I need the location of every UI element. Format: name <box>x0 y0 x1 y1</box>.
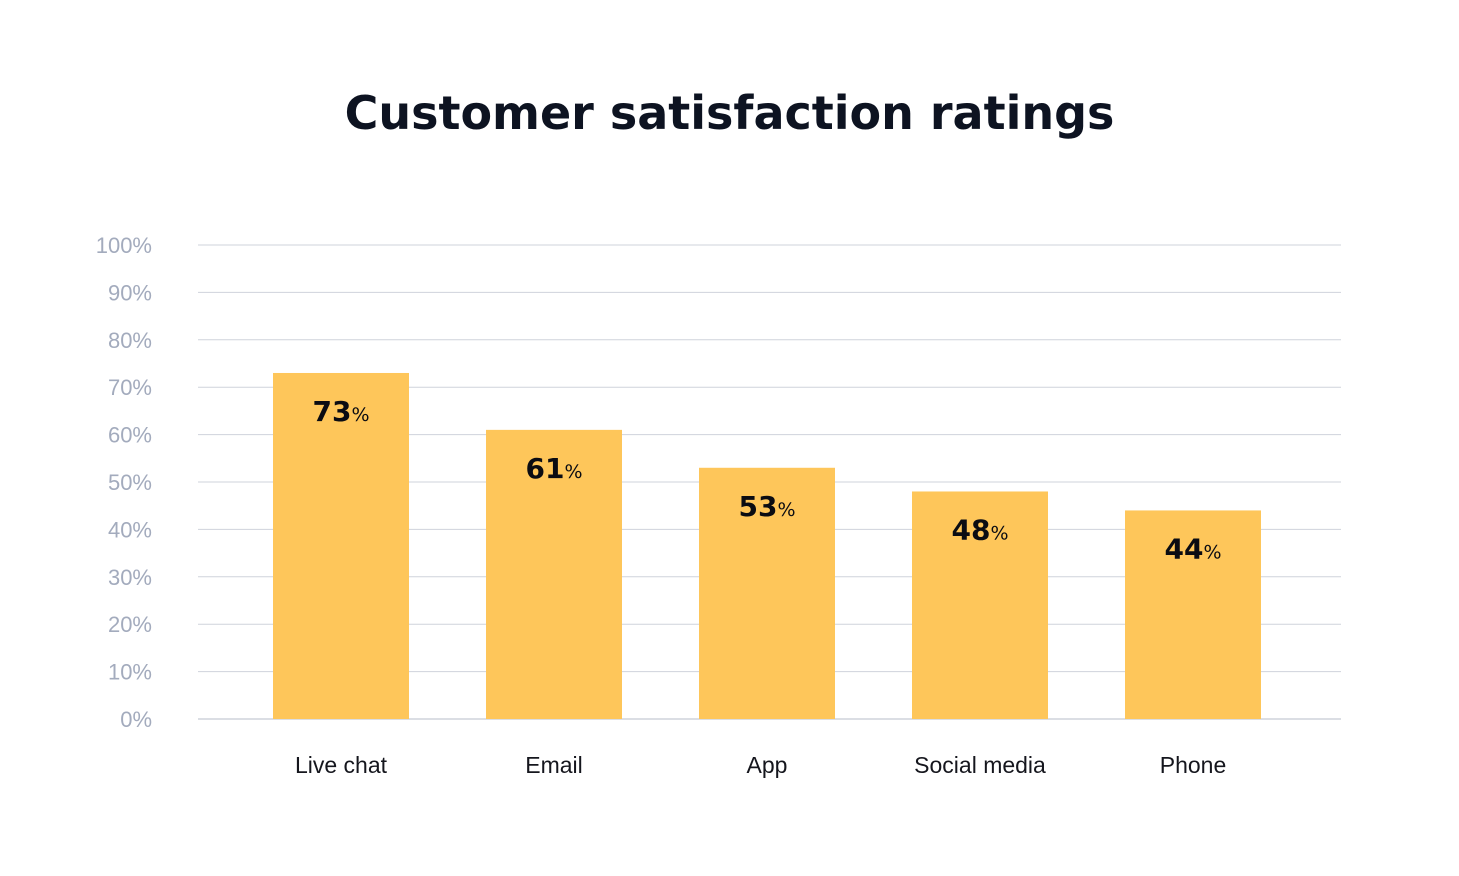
y-tick-label: 70% <box>108 375 152 400</box>
y-tick-label: 30% <box>108 565 152 590</box>
data-labels: 73% 61% 53% 48% 44% <box>312 395 1221 565</box>
y-tick-label: 90% <box>108 280 152 305</box>
y-tick-label: 60% <box>108 423 152 448</box>
y-tick-label: 10% <box>108 660 152 685</box>
bar-email <box>486 429 622 719</box>
x-category-label: Phone <box>1160 752 1227 778</box>
y-tick-label: 40% <box>108 517 152 542</box>
data-label: 48% <box>951 513 1008 546</box>
chart-title: Customer satisfaction ratings <box>344 86 1115 140</box>
x-category-label: App <box>747 752 788 778</box>
x-category-label: Email <box>525 752 583 778</box>
x-category-label: Social media <box>914 752 1046 778</box>
bars <box>273 372 1261 719</box>
y-tick-label: 20% <box>108 612 152 637</box>
bar-live-chat <box>273 372 409 719</box>
bar-social-media <box>912 491 1048 719</box>
data-label: 61% <box>525 452 582 485</box>
data-label: 73% <box>312 395 369 428</box>
y-tick-label: 80% <box>108 328 152 353</box>
y-axis-ticks: 0% 10% 20% 30% 40% 50% 60% 70% 80% 90% 100% <box>96 233 152 732</box>
y-tick-label: 0% <box>120 707 152 732</box>
y-tick-label: 50% <box>108 470 152 495</box>
x-category-label: Live chat <box>295 752 388 778</box>
bar-app <box>699 467 835 719</box>
x-axis-categories: Live chat Email App Social media Phone <box>295 752 1226 778</box>
data-label: 44% <box>1164 532 1221 565</box>
data-label: 53% <box>738 490 795 523</box>
y-tick-label: 100% <box>96 233 152 258</box>
bar-phone <box>1125 510 1261 719</box>
